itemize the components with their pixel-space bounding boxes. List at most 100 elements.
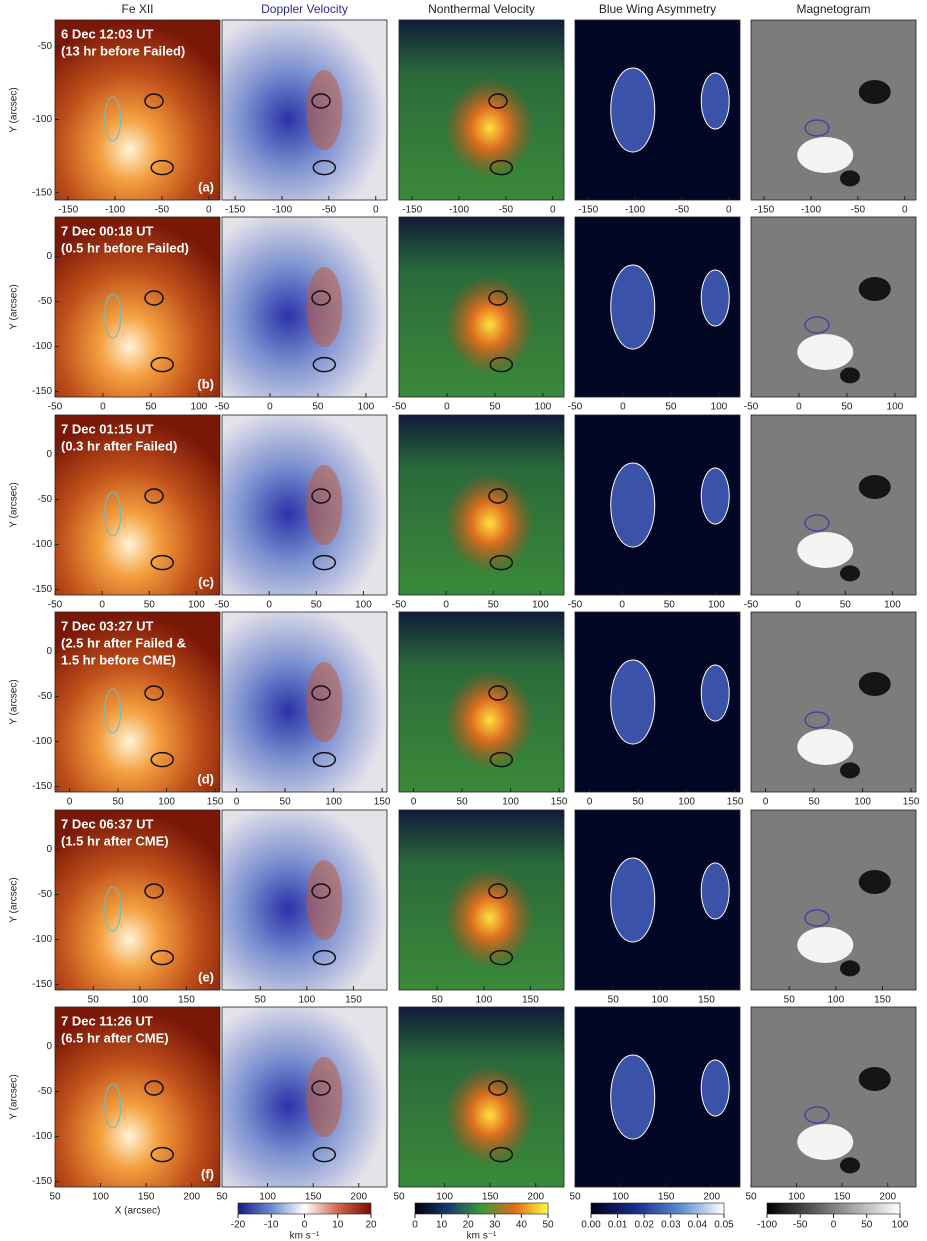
x-tick-label: 150 (874, 995, 891, 1006)
panel-frame (54, 611, 221, 793)
column-title: Magnetogram (796, 2, 870, 16)
panel-letter: (b) (197, 376, 214, 391)
colorbar (414, 1202, 549, 1215)
y-tick-label: -150 (32, 1176, 52, 1187)
y-tick-label: -150 (32, 386, 52, 397)
panel-frame (750, 414, 917, 596)
row-label: (0.3 hr after Failed) (61, 438, 177, 453)
x-tick-label: 0 (234, 797, 240, 808)
x-tick-label: 50 (312, 402, 324, 413)
panel (55, 1007, 220, 1187)
image (222, 1007, 387, 1187)
colorbar-tick-label: 10 (332, 1220, 344, 1231)
contour (489, 356, 514, 373)
x-tick-label: 100 (502, 797, 519, 808)
x-tick-label: 50 (145, 402, 157, 413)
x-tick-label: 0 (550, 205, 556, 216)
colorbar-tick-label: 0.00 (581, 1220, 601, 1231)
x-tick-label: 0 (267, 402, 273, 413)
x-tick-label: 100 (259, 1192, 276, 1203)
x-tick-label: 0 (100, 402, 106, 413)
colorbar-unit: km s⁻¹ (290, 1231, 320, 1241)
x-tick-label: 0 (726, 205, 732, 216)
image (751, 20, 916, 200)
y-axis-label: Y (arcsec) (9, 482, 20, 527)
x-tick-label: 0 (443, 600, 449, 611)
panel-frame (574, 216, 741, 398)
colorbar-tick-label: -100 (757, 1220, 777, 1231)
x-tick-label: -50 (675, 205, 690, 216)
x-tick-label: 50 (633, 797, 645, 808)
x-tick-label: 100 (651, 995, 668, 1006)
image (797, 334, 854, 370)
x-tick-label: -50 (851, 205, 866, 216)
panel-frame (221, 809, 388, 991)
row-label: 7 Dec 03:27 UT (61, 618, 154, 633)
panel-frame (221, 611, 388, 793)
x-tick-label: 0 (587, 797, 593, 808)
y-axis-label: Y (arcsec) (9, 87, 20, 132)
panel (399, 810, 564, 990)
x-tick-label: 100 (711, 402, 728, 413)
x-tick-label: -50 (215, 600, 230, 611)
image (840, 565, 860, 582)
image (858, 1067, 891, 1091)
contour (311, 883, 331, 899)
colorbar-tick-label: 40 (516, 1220, 528, 1231)
image (55, 612, 220, 792)
x-tick-label: 50 (664, 600, 676, 611)
colorbar-tick-label: 0.05 (714, 1220, 734, 1231)
colorbar-tick-label: -50 (793, 1220, 808, 1231)
y-tick-label: 0 (46, 844, 52, 855)
contour (804, 909, 830, 927)
x-tick-label: 50 (488, 600, 500, 611)
x-axis-label: X (arcsec) (115, 1206, 161, 1217)
panel-frame (54, 1006, 221, 1188)
image (55, 1007, 220, 1187)
x-tick-label: 50 (113, 797, 125, 808)
panel-frame (221, 414, 388, 596)
panel-frame (54, 216, 221, 398)
image (306, 662, 343, 742)
colorbar (237, 1202, 372, 1215)
x-tick-label: 50 (745, 1192, 757, 1203)
contour (150, 554, 174, 571)
column-title: Doppler Velocity (261, 2, 348, 16)
x-tick-label: 100 (788, 1192, 805, 1203)
x-tick-label: 50 (457, 797, 469, 808)
x-tick-label: -150 (225, 205, 245, 216)
image (751, 612, 916, 792)
x-tick-label: 50 (393, 1192, 405, 1203)
column-title: Fe XII (121, 2, 153, 16)
contour (488, 685, 508, 701)
y-tick-label: -50 (38, 691, 53, 702)
panel-frame (398, 19, 565, 201)
y-tick-label: -100 (32, 1131, 52, 1142)
y-tick-label: -150 (32, 781, 52, 792)
row-label: 1.5 hr before CME) (61, 652, 176, 667)
x-tick-label: 50 (489, 402, 501, 413)
colorbar-tick-label: 50 (861, 1220, 873, 1231)
y-tick-label: -100 (32, 934, 52, 945)
colorbar-unit: km s⁻¹ (467, 1231, 497, 1241)
x-tick-label: 50 (608, 995, 620, 1006)
x-tick-label: -150 (754, 205, 774, 216)
contour (311, 685, 331, 701)
panel-frame (398, 809, 565, 991)
contour (311, 93, 331, 109)
panel-letter: (c) (198, 574, 214, 589)
image (858, 475, 891, 499)
x-tick-label: 100 (475, 995, 492, 1006)
contour (144, 685, 164, 701)
contour (312, 554, 337, 571)
contour (489, 949, 514, 966)
image (700, 1059, 730, 1117)
x-tick-label: -50 (48, 402, 63, 413)
x-tick-label: 200 (527, 1192, 544, 1203)
colorbar-tick-label: 0 (412, 1220, 418, 1231)
panel (222, 1007, 387, 1187)
panel-frame (750, 809, 917, 991)
image (700, 664, 730, 722)
panel (222, 217, 387, 397)
